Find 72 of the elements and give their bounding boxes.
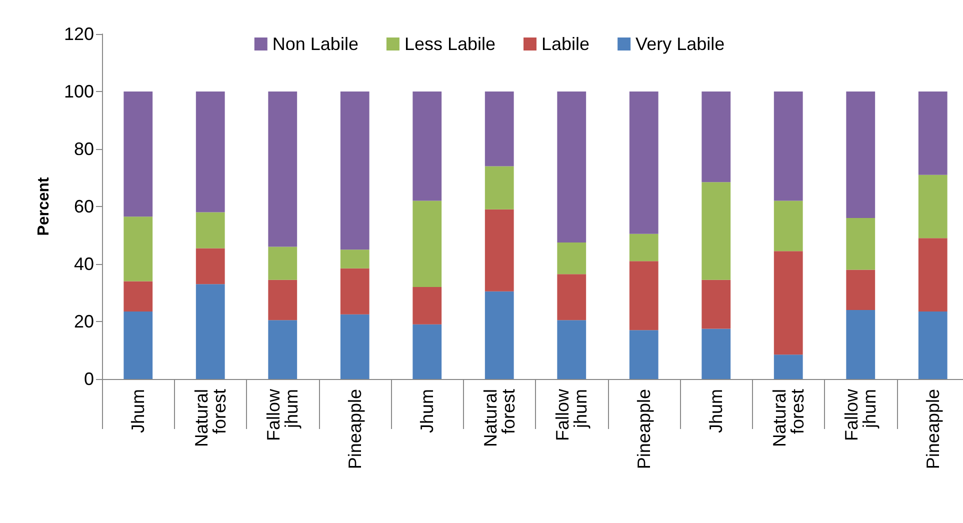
bar <box>918 174 948 238</box>
bar <box>774 92 803 201</box>
bar <box>124 216 153 282</box>
bar <box>268 320 298 379</box>
y-axis-title: Percent <box>36 176 52 236</box>
bar <box>124 311 153 379</box>
y-tick-label: 40 <box>74 254 94 274</box>
bar <box>196 92 225 212</box>
x-tick-label: Pineapple <box>634 389 654 470</box>
bar <box>918 311 948 379</box>
bar <box>846 270 876 310</box>
legend-label: Non Labile <box>272 34 358 54</box>
x-tick-label: Natural forest <box>769 389 808 448</box>
bar <box>557 320 586 379</box>
bar <box>412 200 442 287</box>
bar <box>268 280 298 320</box>
bar <box>846 310 876 379</box>
bar <box>918 92 948 175</box>
bar <box>629 261 658 330</box>
bar <box>629 234 658 262</box>
bar <box>196 212 225 248</box>
legend-label: Very Labile <box>636 34 725 54</box>
y-tick-label: 80 <box>74 139 94 159</box>
bar <box>557 92 586 242</box>
x-tick-label: Natural forest <box>480 389 518 448</box>
bar <box>702 280 731 329</box>
bar <box>196 248 225 284</box>
bar <box>412 324 442 379</box>
bar <box>124 281 153 312</box>
bar <box>629 330 658 379</box>
x-tick-label: Natural forest <box>191 389 230 448</box>
y-tick-label: 100 <box>64 82 94 102</box>
bar <box>846 218 876 270</box>
bar <box>196 284 225 379</box>
x-tick-label: Jhum <box>417 389 438 434</box>
bar <box>774 251 803 355</box>
bar <box>702 328 731 379</box>
bar <box>412 287 442 324</box>
bar <box>774 354 803 379</box>
bar <box>484 291 514 379</box>
legend-label: Labile <box>542 34 590 54</box>
bar <box>557 274 586 320</box>
bar <box>484 209 514 292</box>
bar <box>268 246 298 280</box>
bar <box>124 92 153 217</box>
bar <box>340 268 370 314</box>
y-tick-label: 20 <box>74 312 94 332</box>
bar <box>702 92 731 182</box>
y-tick-label: 60 <box>74 196 94 216</box>
bar <box>340 314 370 379</box>
x-tick-label: Pineapple <box>344 389 365 470</box>
bar <box>412 92 442 201</box>
bar <box>268 92 298 247</box>
x-tick-label: Fallow jhum <box>842 388 880 442</box>
y-tick-label: 120 <box>64 24 94 44</box>
bar <box>340 250 370 268</box>
bar <box>484 166 514 210</box>
bar <box>340 92 370 250</box>
bar <box>484 92 514 166</box>
legend-label: Less Labile <box>404 34 496 54</box>
bar <box>557 242 586 274</box>
bar <box>918 238 948 312</box>
x-tick-label: Jhum <box>706 389 726 434</box>
bar <box>846 92 876 218</box>
x-tick-label: Jhum <box>128 389 148 434</box>
bar <box>774 200 803 252</box>
x-tick-label: Pineapple <box>922 389 943 470</box>
bar <box>629 92 658 234</box>
bar <box>702 182 731 280</box>
x-tick-label: Fallow jhum <box>552 388 591 442</box>
x-tick-label: Fallow jhum <box>264 388 302 442</box>
y-tick-label: 0 <box>84 369 94 389</box>
